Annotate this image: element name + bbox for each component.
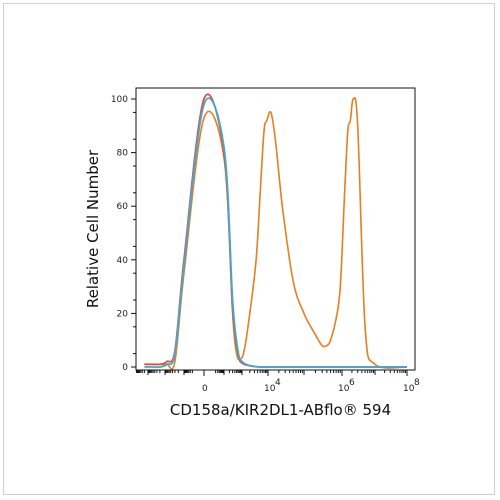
- chart-frame: [3, 3, 495, 495]
- y-tick-label: 100: [111, 95, 128, 105]
- y-tick-label: 40: [117, 256, 129, 266]
- x-tick-exponent: 8: [414, 378, 420, 388]
- plot-area: [135, 87, 416, 371]
- x-tick-label: 10: [403, 384, 415, 394]
- histogram-series-line-1: [144, 97, 408, 370]
- x-axis-label: CD158a/KIR2DL1-ABflo® 594: [170, 401, 391, 419]
- x-tick-label: 10: [338, 384, 350, 394]
- x-tick-exponent: 4: [275, 378, 281, 388]
- y-tick-label: 20: [117, 309, 129, 319]
- histogram-series-line-3: [144, 97, 407, 369]
- y-axis-label: Relative Cell Number: [84, 149, 102, 308]
- x-tick-exponent: 6: [349, 378, 355, 388]
- y-tick-label: 60: [117, 202, 129, 212]
- y-tick-label: 80: [117, 149, 129, 159]
- y-tick-label: 0: [122, 363, 128, 373]
- histogram-series-line-2: [144, 93, 407, 368]
- x-tick-label: 0: [202, 384, 208, 394]
- x-tick-label: 10: [264, 384, 276, 394]
